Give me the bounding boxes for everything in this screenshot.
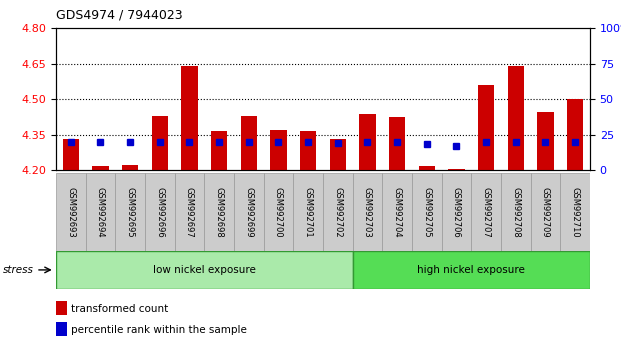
Bar [93, 166, 109, 170]
FancyBboxPatch shape [530, 173, 560, 251]
Text: high nickel exposure: high nickel exposure [417, 265, 525, 275]
FancyBboxPatch shape [353, 251, 590, 289]
Bar [419, 166, 435, 170]
FancyBboxPatch shape [204, 173, 234, 251]
Text: GDS4974 / 7944023: GDS4974 / 7944023 [56, 8, 183, 21]
FancyBboxPatch shape [412, 173, 442, 251]
Text: GSM992703: GSM992703 [363, 187, 372, 238]
Text: GSM992704: GSM992704 [392, 187, 402, 238]
Text: low nickel exposure: low nickel exposure [153, 265, 256, 275]
Text: GSM992706: GSM992706 [452, 187, 461, 238]
FancyBboxPatch shape [353, 173, 383, 251]
FancyBboxPatch shape [323, 173, 353, 251]
Text: GSM992701: GSM992701 [304, 187, 312, 238]
Text: GSM992700: GSM992700 [274, 187, 283, 238]
FancyBboxPatch shape [501, 173, 530, 251]
Bar [240, 116, 257, 170]
FancyBboxPatch shape [116, 173, 145, 251]
Text: GSM992708: GSM992708 [511, 187, 520, 238]
Bar [63, 139, 79, 170]
Text: stress: stress [3, 265, 34, 275]
FancyBboxPatch shape [471, 173, 501, 251]
Text: GSM992705: GSM992705 [422, 187, 431, 238]
Bar [330, 139, 346, 170]
Text: GSM992709: GSM992709 [541, 187, 550, 238]
FancyBboxPatch shape [145, 173, 175, 251]
Text: GSM992699: GSM992699 [244, 187, 253, 238]
FancyBboxPatch shape [86, 173, 116, 251]
Text: percentile rank within the sample: percentile rank within the sample [71, 325, 247, 335]
Bar [478, 85, 494, 170]
FancyBboxPatch shape [442, 173, 471, 251]
Text: GSM992702: GSM992702 [333, 187, 342, 238]
FancyBboxPatch shape [560, 173, 590, 251]
Text: GSM992710: GSM992710 [571, 187, 579, 238]
FancyBboxPatch shape [175, 173, 204, 251]
Bar [122, 165, 138, 170]
Bar [270, 130, 286, 170]
FancyBboxPatch shape [383, 173, 412, 251]
Bar [567, 99, 583, 170]
FancyBboxPatch shape [56, 251, 353, 289]
Bar [152, 116, 168, 170]
Text: GSM992697: GSM992697 [185, 187, 194, 238]
Text: GSM992693: GSM992693 [66, 187, 75, 238]
Bar [448, 169, 465, 170]
Bar [360, 114, 376, 170]
Bar [181, 66, 197, 170]
Text: GSM992694: GSM992694 [96, 187, 105, 238]
Bar [389, 117, 406, 170]
FancyBboxPatch shape [263, 173, 293, 251]
Text: GSM992698: GSM992698 [215, 187, 224, 238]
Text: GSM992695: GSM992695 [125, 187, 135, 238]
Bar [507, 66, 524, 170]
FancyBboxPatch shape [293, 173, 323, 251]
Bar [300, 131, 316, 170]
FancyBboxPatch shape [234, 173, 263, 251]
Text: GSM992707: GSM992707 [482, 187, 491, 238]
Bar [537, 112, 553, 170]
Text: transformed count: transformed count [71, 304, 169, 314]
Text: GSM992696: GSM992696 [155, 187, 164, 238]
FancyBboxPatch shape [56, 173, 86, 251]
Bar [211, 131, 227, 170]
